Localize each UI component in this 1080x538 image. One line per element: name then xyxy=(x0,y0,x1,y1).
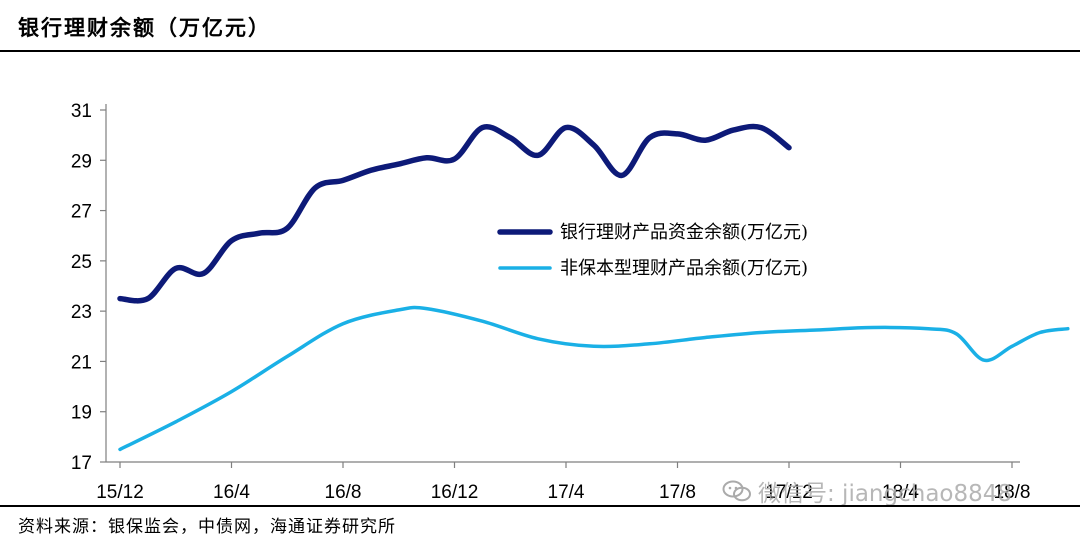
legend-label: 非保本型理财产品余额(万亿元) xyxy=(560,258,808,279)
title-divider xyxy=(0,50,1080,52)
y-tick-label: 29 xyxy=(71,151,92,172)
source-note: 资料来源：银保监会，中债网，海通证券研究所 xyxy=(18,517,396,537)
x-tick-label: 17/12 xyxy=(765,482,813,503)
series-line-bank-wealth-funds xyxy=(117,123,792,304)
chart-title: 银行理财余额（万亿元） xyxy=(18,15,271,40)
y-tick-label: 31 xyxy=(71,101,92,122)
y-tick-label: 25 xyxy=(71,252,92,273)
x-tick-label: 16/8 xyxy=(325,482,362,503)
legend-label: 银行理财产品资金余额(万亿元) xyxy=(560,222,808,243)
y-tick-label: 21 xyxy=(71,352,92,373)
source-divider xyxy=(0,505,1080,507)
wechat-icon xyxy=(722,480,751,502)
chart-series xyxy=(117,123,1070,452)
watermark: 微信号: jiangchao8848 xyxy=(722,474,1012,508)
y-tick-label: 23 xyxy=(71,302,92,323)
line-chart: 17 19 21 23 25 27 29 31 15/12 16/4 16/8 16/12 17/4 17… xyxy=(71,101,1070,503)
x-tick-label: 18/8 xyxy=(994,482,1031,503)
x-tick-label: 17/8 xyxy=(659,482,696,503)
x-tick-label: 17/4 xyxy=(548,482,585,503)
y-tick-label: 27 xyxy=(71,202,92,223)
x-tick-label: 18/4 xyxy=(882,482,919,503)
x-tick-label: 16/4 xyxy=(213,482,250,503)
x-tick-label: 15/12 xyxy=(96,482,144,503)
watermark-text: 微信号: jiangchao8848 xyxy=(758,481,1013,507)
chart-legend: 银行理财产品资金余额(万亿元) 非保本型理财产品余额(万亿元) xyxy=(497,222,808,279)
y-tick-label: 17 xyxy=(71,453,92,474)
series-line-non-guaranteed-wealth xyxy=(118,305,1070,452)
y-tick-label: 19 xyxy=(71,403,92,424)
x-tick-label: 16/12 xyxy=(431,482,479,503)
chart-axes: 17 19 21 23 25 27 29 31 15/12 16/4 16/8 16/12 17/4 17… xyxy=(71,101,1031,503)
